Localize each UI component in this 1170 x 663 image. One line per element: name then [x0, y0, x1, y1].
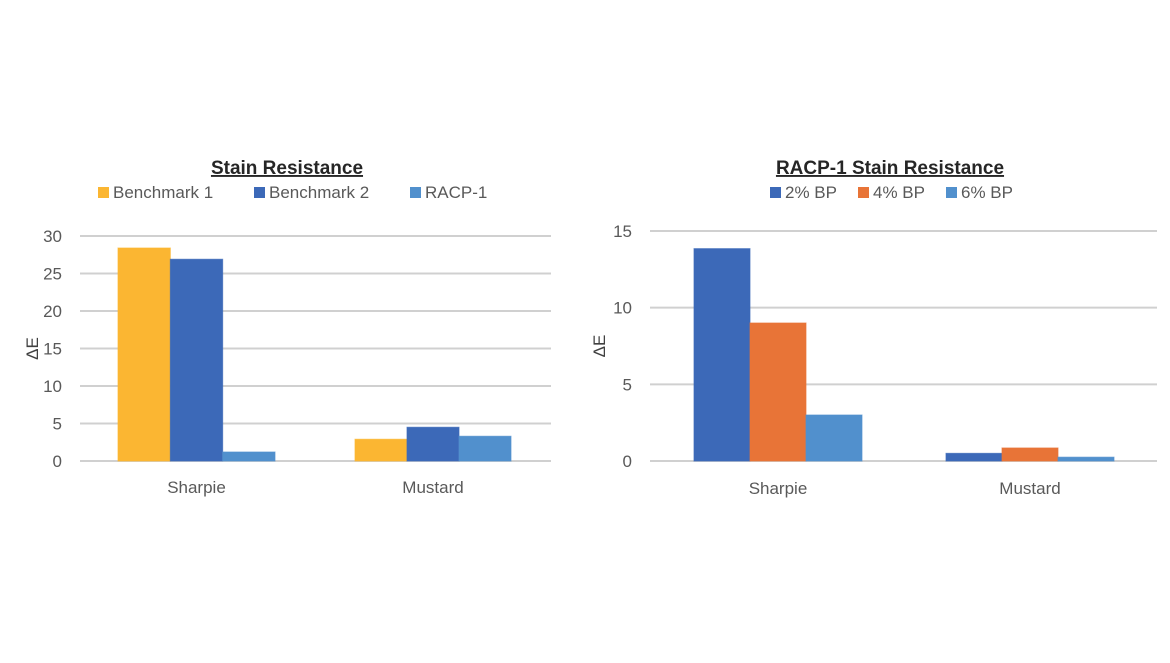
bar-sharpie-0 [117, 247, 171, 462]
legend-swatch [254, 187, 265, 198]
y-tick-label: 0 [623, 452, 632, 471]
bar-mustard-0 [945, 452, 1003, 462]
y-tick-label: 10 [43, 377, 62, 396]
stain-resistance-chart: Stain Resistance Benchmark 1 Benchmark 2 RA… [23, 158, 551, 497]
bar-mustard-0 [354, 438, 408, 462]
legend-swatch [858, 187, 869, 198]
category-label: Sharpie [167, 478, 226, 497]
bar-sharpie-0 [693, 248, 751, 462]
bar-sharpie-2 [805, 414, 863, 462]
y-tick-label: 20 [43, 302, 62, 321]
bar-sharpie-1 [749, 322, 807, 462]
bar-mustard-2 [458, 435, 512, 462]
legend-swatch [770, 187, 781, 198]
bar-mustard-2 [1057, 456, 1115, 462]
legend-label: Benchmark 1 [113, 183, 213, 202]
y-tick-label: 5 [623, 375, 632, 394]
legend-swatch [98, 187, 109, 198]
bar-mustard-1 [1001, 447, 1059, 462]
category-label: Sharpie [749, 479, 808, 498]
legend-label: Benchmark 2 [269, 183, 369, 202]
bar-sharpie-1 [169, 258, 224, 462]
legend-swatch [946, 187, 957, 198]
bar-mustard-1 [406, 426, 460, 462]
legend-label: 2% BP [785, 183, 837, 202]
y-tick-label: 10 [613, 299, 632, 318]
bar-sharpie-2 [222, 451, 276, 462]
y-tick-label: 0 [53, 452, 62, 471]
legend-label: RACP-1 [425, 183, 487, 202]
racp1-stain-resistance-chart: RACP-1 Stain Resistance 2% BP 4% BP 6% BP 0 5… [590, 158, 1157, 498]
y-tick-label: 25 [43, 265, 62, 284]
y-axis-label: ΔE [590, 335, 609, 358]
y-tick-label: 15 [613, 222, 632, 241]
chart-title: Stain Resistance [211, 158, 363, 179]
legend-label: 4% BP [873, 183, 925, 202]
y-tick-label: 30 [43, 227, 62, 246]
chart-title: RACP-1 Stain Resistance [776, 158, 1004, 179]
y-axis-label: ΔE [23, 337, 42, 360]
category-label: Mustard [402, 478, 463, 497]
y-tick-label: 5 [53, 415, 62, 434]
y-tick-label: 15 [43, 340, 62, 359]
legend-swatch [410, 187, 421, 198]
category-label: Mustard [999, 479, 1060, 498]
legend-label: 6% BP [961, 183, 1013, 202]
